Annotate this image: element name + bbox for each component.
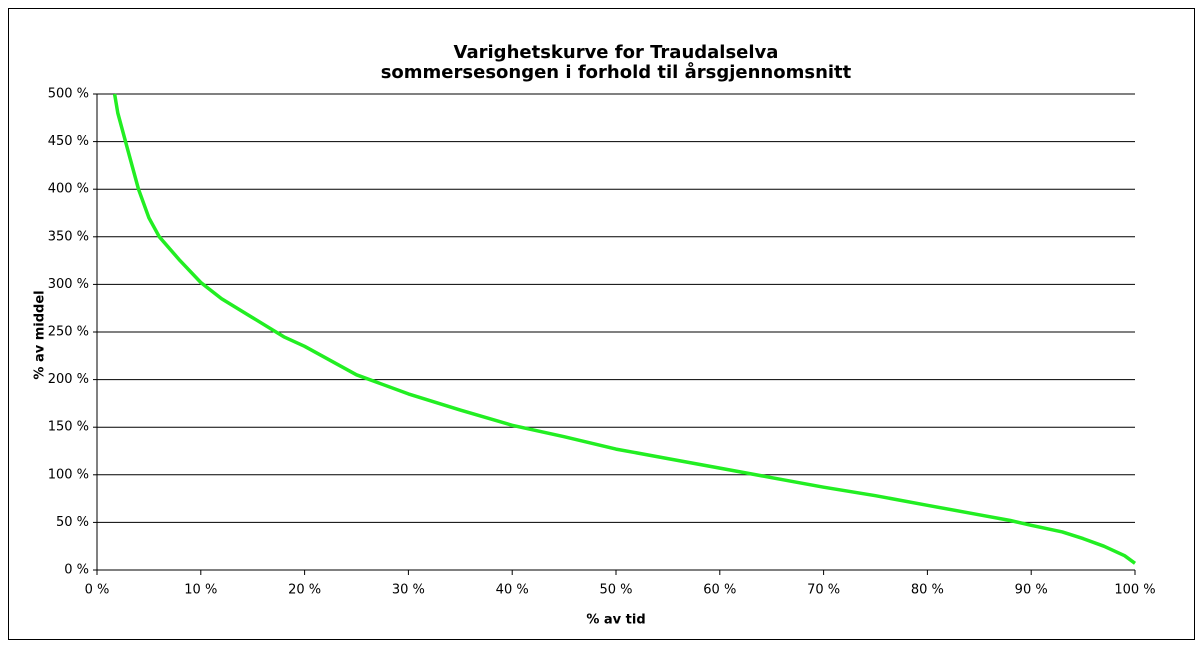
y-tick-label: 450 %	[48, 134, 89, 149]
y-tick-label: 50 %	[56, 515, 89, 530]
y-axis-label: % av middel	[33, 290, 48, 379]
x-tick-label: 0 %	[85, 583, 110, 598]
y-tick-label: 100 %	[48, 467, 89, 482]
y-tick-label: 300 %	[48, 277, 89, 292]
x-tick-label: 70 %	[807, 583, 840, 598]
x-tick-label: 40 %	[496, 583, 529, 598]
y-tick-label: 150 %	[48, 420, 89, 435]
x-tick-label: 60 %	[703, 583, 736, 598]
chart-frame	[8, 8, 1195, 640]
y-tick-label: 350 %	[48, 229, 89, 244]
y-tick-label: 200 %	[48, 372, 89, 387]
chart-subtitle: sommersesongen i forhold til årsgjennoms…	[381, 61, 852, 83]
x-tick-label: 90 %	[1015, 583, 1048, 598]
y-tick-label: 250 %	[48, 325, 89, 340]
y-tick-label: 0 %	[64, 563, 89, 578]
x-tick-label: 50 %	[599, 583, 632, 598]
y-tick-label: 500 %	[48, 87, 89, 102]
y-tick-label: 400 %	[48, 182, 89, 197]
x-axis-label: % av tid	[586, 613, 645, 628]
x-tick-label: 100 %	[1114, 583, 1155, 598]
chart-title: Varighetskurve for Traudalselva	[454, 42, 779, 63]
x-tick-label: 10 %	[184, 583, 217, 598]
data-line	[112, 93, 1137, 565]
x-tick-label: 20 %	[288, 583, 321, 598]
x-tick-label: 80 %	[911, 583, 944, 598]
x-tick-label: 30 %	[392, 583, 425, 598]
